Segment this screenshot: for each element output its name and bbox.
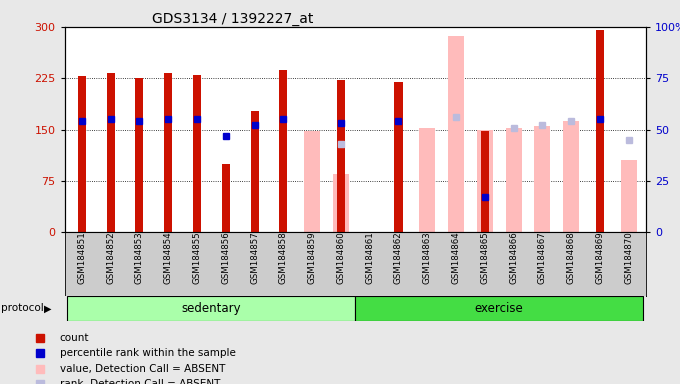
Bar	[534, 126, 550, 232]
Bar	[222, 164, 230, 232]
Bar	[394, 82, 403, 232]
Text: exercise: exercise	[475, 302, 524, 314]
Text: value, Detection Call = ABSENT: value, Detection Call = ABSENT	[60, 364, 225, 374]
Bar	[596, 30, 604, 232]
Text: sedentary: sedentary	[182, 302, 241, 314]
Bar	[250, 111, 258, 232]
Bar	[355, 296, 643, 321]
Text: count: count	[60, 333, 89, 343]
Bar	[333, 174, 349, 232]
Bar	[477, 129, 493, 232]
Bar	[481, 131, 489, 232]
Bar	[67, 296, 355, 321]
Bar	[193, 75, 201, 232]
Text: percentile rank within the sample: percentile rank within the sample	[60, 348, 236, 358]
Text: ▶: ▶	[44, 303, 51, 313]
Bar	[78, 76, 86, 232]
Bar	[279, 70, 288, 232]
Bar	[107, 73, 115, 232]
Text: rank, Detection Call = ABSENT: rank, Detection Call = ABSENT	[60, 379, 220, 384]
Bar	[304, 131, 320, 232]
Bar	[420, 127, 435, 232]
Bar	[563, 121, 579, 232]
Bar	[448, 36, 464, 232]
Bar	[506, 128, 522, 232]
Bar	[164, 73, 172, 232]
Text: protocol: protocol	[1, 303, 44, 313]
Bar	[135, 78, 143, 232]
Text: GDS3134 / 1392227_at: GDS3134 / 1392227_at	[152, 12, 313, 26]
Bar	[337, 80, 345, 232]
Bar	[621, 161, 636, 232]
